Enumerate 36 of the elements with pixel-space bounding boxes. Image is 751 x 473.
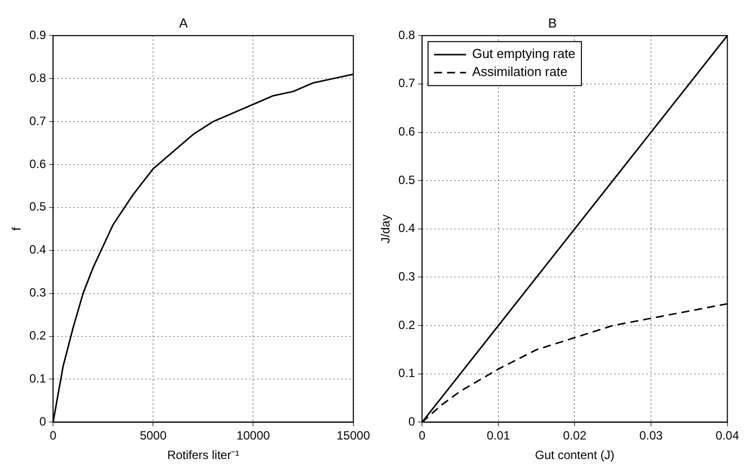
y-tick-label: 0.8 — [29, 70, 46, 85]
x-tick-label: 0.03 — [639, 428, 664, 443]
x-tick-label: 0.04 — [716, 428, 740, 443]
y-tick-label: 0.5 — [398, 172, 416, 187]
x-tick-label: 0.01 — [486, 428, 510, 443]
y-tick-label: 0.2 — [398, 318, 416, 332]
chart-title: B — [548, 15, 557, 30]
y-tick-label: 0.6 — [398, 124, 416, 139]
y-axis-title: J/day — [378, 214, 393, 244]
chart-title: A — [179, 15, 188, 30]
y-tick-label: 0.7 — [29, 114, 46, 128]
y-tick-label: 0 — [408, 414, 416, 429]
x-tick-label: 15000 — [336, 428, 370, 443]
y-tick-label: 0.4 — [398, 221, 416, 236]
legend-label: Assimilation rate — [472, 64, 568, 80]
x-tick-label: 0 — [418, 428, 426, 443]
y-tick-label: 0.2 — [29, 328, 46, 343]
x-axis-title: Gut content (J) — [535, 448, 614, 462]
x-tick-label: 5000 — [140, 428, 167, 443]
y-tick-label: 0 — [39, 414, 46, 429]
y-tick-label: 0.7 — [398, 76, 416, 90]
y-tick-label: 0.1 — [29, 372, 46, 386]
y-tick-label: 0.6 — [29, 156, 46, 171]
y-tick-label: 0.1 — [398, 366, 416, 380]
y-tick-label: 0.4 — [29, 242, 46, 257]
y-tick-label: 0.5 — [29, 200, 46, 214]
y-tick-label: 0.8 — [398, 28, 416, 42]
y-axis-title: f — [10, 226, 24, 231]
y-tick-label: 0.3 — [398, 270, 416, 284]
legend-label: Gut emptying rate — [472, 46, 576, 62]
y-tick-label: 0.9 — [29, 28, 46, 42]
x-tick-label: 0.02 — [563, 428, 587, 443]
x-axis-title: Rotifers liter⁻¹ — [167, 448, 240, 462]
x-tick-label: 10000 — [236, 428, 270, 443]
y-tick-label: 0.3 — [29, 286, 46, 300]
x-tick-label: 0 — [50, 428, 57, 443]
